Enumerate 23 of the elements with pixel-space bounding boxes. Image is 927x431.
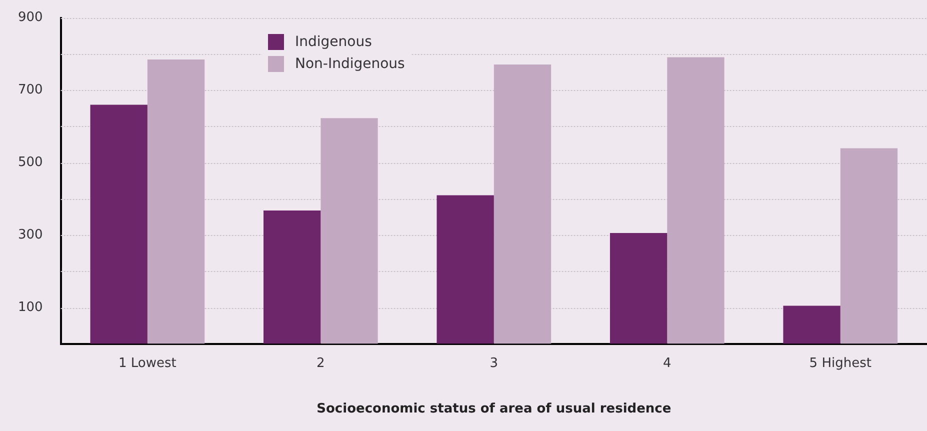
bar bbox=[840, 148, 898, 344]
bar bbox=[264, 210, 321, 344]
x-axis-title: Socioeconomic status of area of usual residence bbox=[316, 402, 672, 417]
y-tick-label: 500 bbox=[18, 155, 43, 170]
legend-label: Non-Indigenous bbox=[295, 56, 405, 72]
bar bbox=[494, 64, 552, 344]
y-tick-label: 700 bbox=[18, 82, 43, 98]
x-tick-label: 4 bbox=[663, 356, 672, 371]
y-tick-label: 900 bbox=[18, 10, 43, 26]
legend-label: Indigenous bbox=[295, 34, 372, 50]
x-tick-label: 1 Lowest bbox=[118, 356, 176, 371]
bar bbox=[320, 118, 378, 344]
bar bbox=[436, 195, 494, 344]
bar bbox=[90, 104, 148, 344]
bar bbox=[783, 306, 840, 344]
x-tick-label: 2 bbox=[316, 356, 325, 371]
bar bbox=[147, 59, 205, 344]
y-tick-label: 300 bbox=[18, 228, 43, 243]
bar bbox=[667, 57, 724, 344]
bar bbox=[610, 232, 668, 344]
y-tick-label: 100 bbox=[18, 300, 43, 315]
x-tick-label: 5 Highest bbox=[809, 356, 872, 371]
x-tick-label: 3 bbox=[490, 356, 498, 371]
